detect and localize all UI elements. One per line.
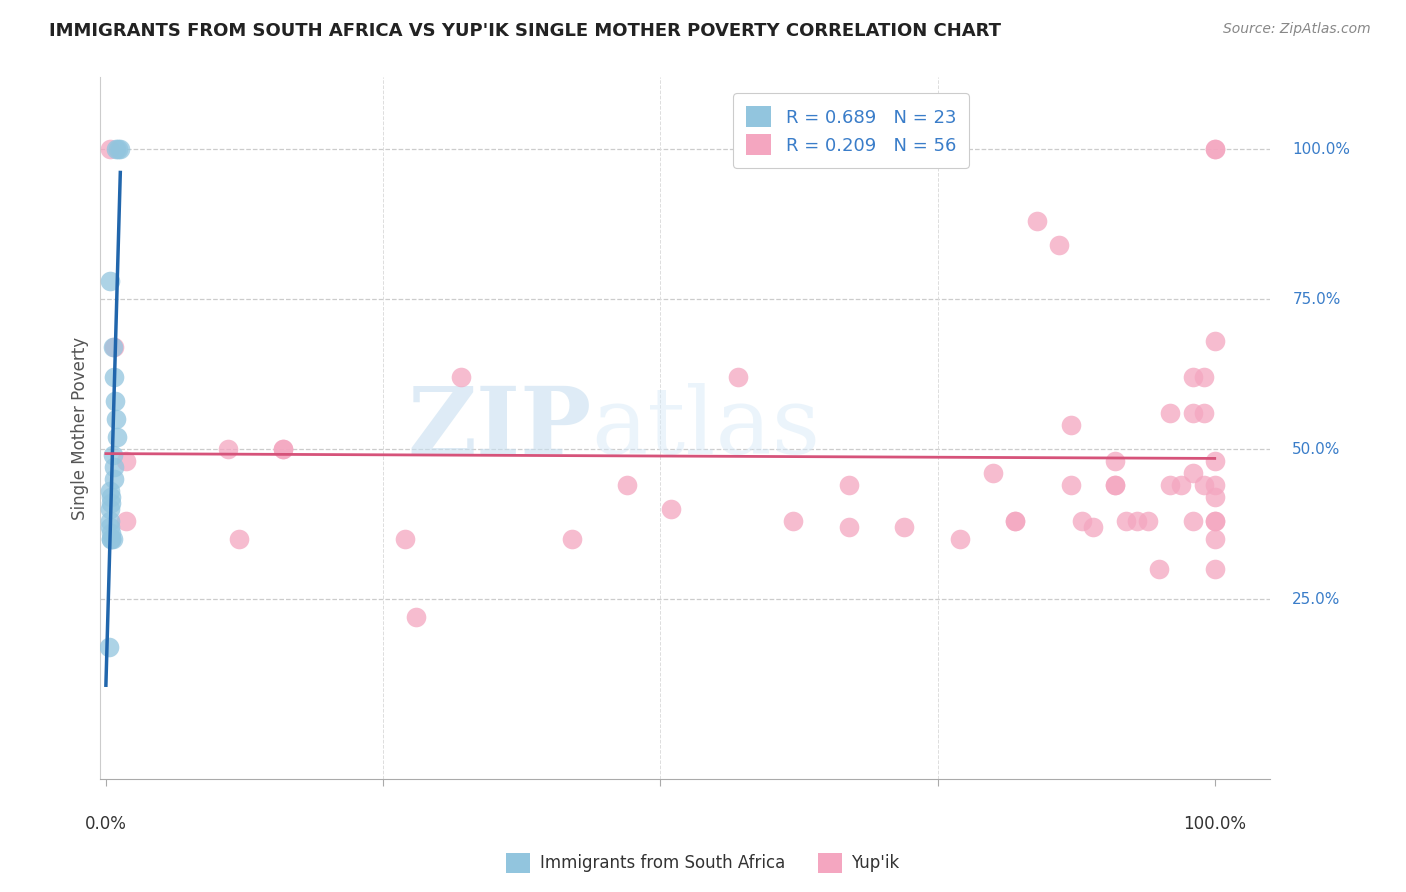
- Point: [1192, 478, 1215, 492]
- Point: [103, 340, 125, 354]
- Point: [616, 478, 638, 492]
- Text: atlas: atlas: [592, 384, 821, 474]
- Point: [98, 640, 121, 655]
- Point: [1149, 562, 1171, 576]
- Point: [1115, 514, 1137, 528]
- Point: [98, 520, 121, 534]
- Point: [1049, 238, 1071, 252]
- Point: [217, 442, 239, 457]
- Point: [115, 454, 138, 468]
- Point: [1159, 478, 1181, 492]
- Point: [1026, 214, 1049, 228]
- Point: [1204, 478, 1226, 492]
- Text: 75.0%: 75.0%: [1292, 292, 1341, 307]
- Point: [104, 143, 127, 157]
- Point: [1126, 514, 1149, 528]
- Point: [1204, 490, 1226, 504]
- Point: [1059, 478, 1081, 492]
- Point: [1104, 478, 1126, 492]
- Point: [103, 370, 125, 384]
- Text: IMMIGRANTS FROM SOUTH AFRICA VS YUP'IK SINGLE MOTHER POVERTY CORRELATION CHART: IMMIGRANTS FROM SOUTH AFRICA VS YUP'IK S…: [49, 22, 1001, 40]
- Point: [1204, 143, 1226, 157]
- Point: [561, 533, 583, 547]
- Point: [228, 533, 250, 547]
- Point: [838, 478, 860, 492]
- Point: [1104, 478, 1126, 492]
- Point: [394, 533, 416, 547]
- Point: [1204, 454, 1226, 468]
- Point: [1059, 418, 1081, 433]
- Text: Source: ZipAtlas.com: Source: ZipAtlas.com: [1223, 22, 1371, 37]
- Point: [1192, 370, 1215, 384]
- Point: [100, 496, 122, 510]
- Point: [1204, 533, 1226, 547]
- Text: 0.0%: 0.0%: [84, 815, 127, 833]
- Point: [1104, 454, 1126, 468]
- Point: [104, 412, 127, 426]
- Legend: R = 0.689   N = 23, R = 0.209   N = 56: R = 0.689 N = 23, R = 0.209 N = 56: [733, 94, 969, 168]
- Point: [110, 143, 132, 157]
- Point: [1159, 406, 1181, 420]
- Point: [405, 610, 427, 624]
- Point: [100, 526, 122, 541]
- Text: 100.0%: 100.0%: [1184, 815, 1246, 833]
- Point: [1204, 562, 1226, 576]
- Point: [1181, 406, 1204, 420]
- Point: [1204, 143, 1226, 157]
- Point: [115, 514, 138, 528]
- Point: [450, 370, 472, 384]
- Point: [103, 472, 125, 486]
- Point: [1181, 370, 1204, 384]
- Point: [661, 502, 683, 516]
- Point: [1192, 406, 1215, 420]
- Point: [1181, 514, 1204, 528]
- Point: [98, 143, 121, 157]
- Point: [103, 460, 125, 475]
- Point: [949, 533, 972, 547]
- Point: [98, 502, 121, 516]
- Point: [104, 394, 127, 409]
- Point: [1204, 334, 1226, 349]
- Text: ZIP: ZIP: [408, 384, 592, 474]
- Point: [98, 274, 121, 288]
- Point: [271, 442, 294, 457]
- Point: [1004, 514, 1026, 528]
- Point: [1004, 514, 1026, 528]
- Text: 100.0%: 100.0%: [1292, 142, 1350, 157]
- Point: [893, 520, 915, 534]
- Legend: Immigrants from South Africa, Yup'ik: Immigrants from South Africa, Yup'ik: [499, 847, 907, 880]
- Point: [98, 484, 121, 499]
- Y-axis label: Single Mother Poverty: Single Mother Poverty: [72, 337, 89, 520]
- Point: [105, 430, 128, 444]
- Point: [100, 533, 122, 547]
- Text: 50.0%: 50.0%: [1292, 442, 1341, 457]
- Point: [1204, 514, 1226, 528]
- Point: [101, 533, 124, 547]
- Point: [1081, 520, 1104, 534]
- Point: [981, 467, 1004, 481]
- Text: 25.0%: 25.0%: [1292, 591, 1341, 607]
- Point: [101, 448, 124, 462]
- Point: [1137, 514, 1160, 528]
- Point: [107, 143, 129, 157]
- Point: [727, 370, 749, 384]
- Point: [271, 442, 294, 457]
- Point: [98, 514, 121, 528]
- Point: [101, 340, 124, 354]
- Point: [1204, 514, 1226, 528]
- Point: [1170, 478, 1192, 492]
- Point: [1070, 514, 1092, 528]
- Point: [782, 514, 804, 528]
- Point: [1181, 467, 1204, 481]
- Point: [100, 490, 122, 504]
- Point: [100, 533, 122, 547]
- Point: [838, 520, 860, 534]
